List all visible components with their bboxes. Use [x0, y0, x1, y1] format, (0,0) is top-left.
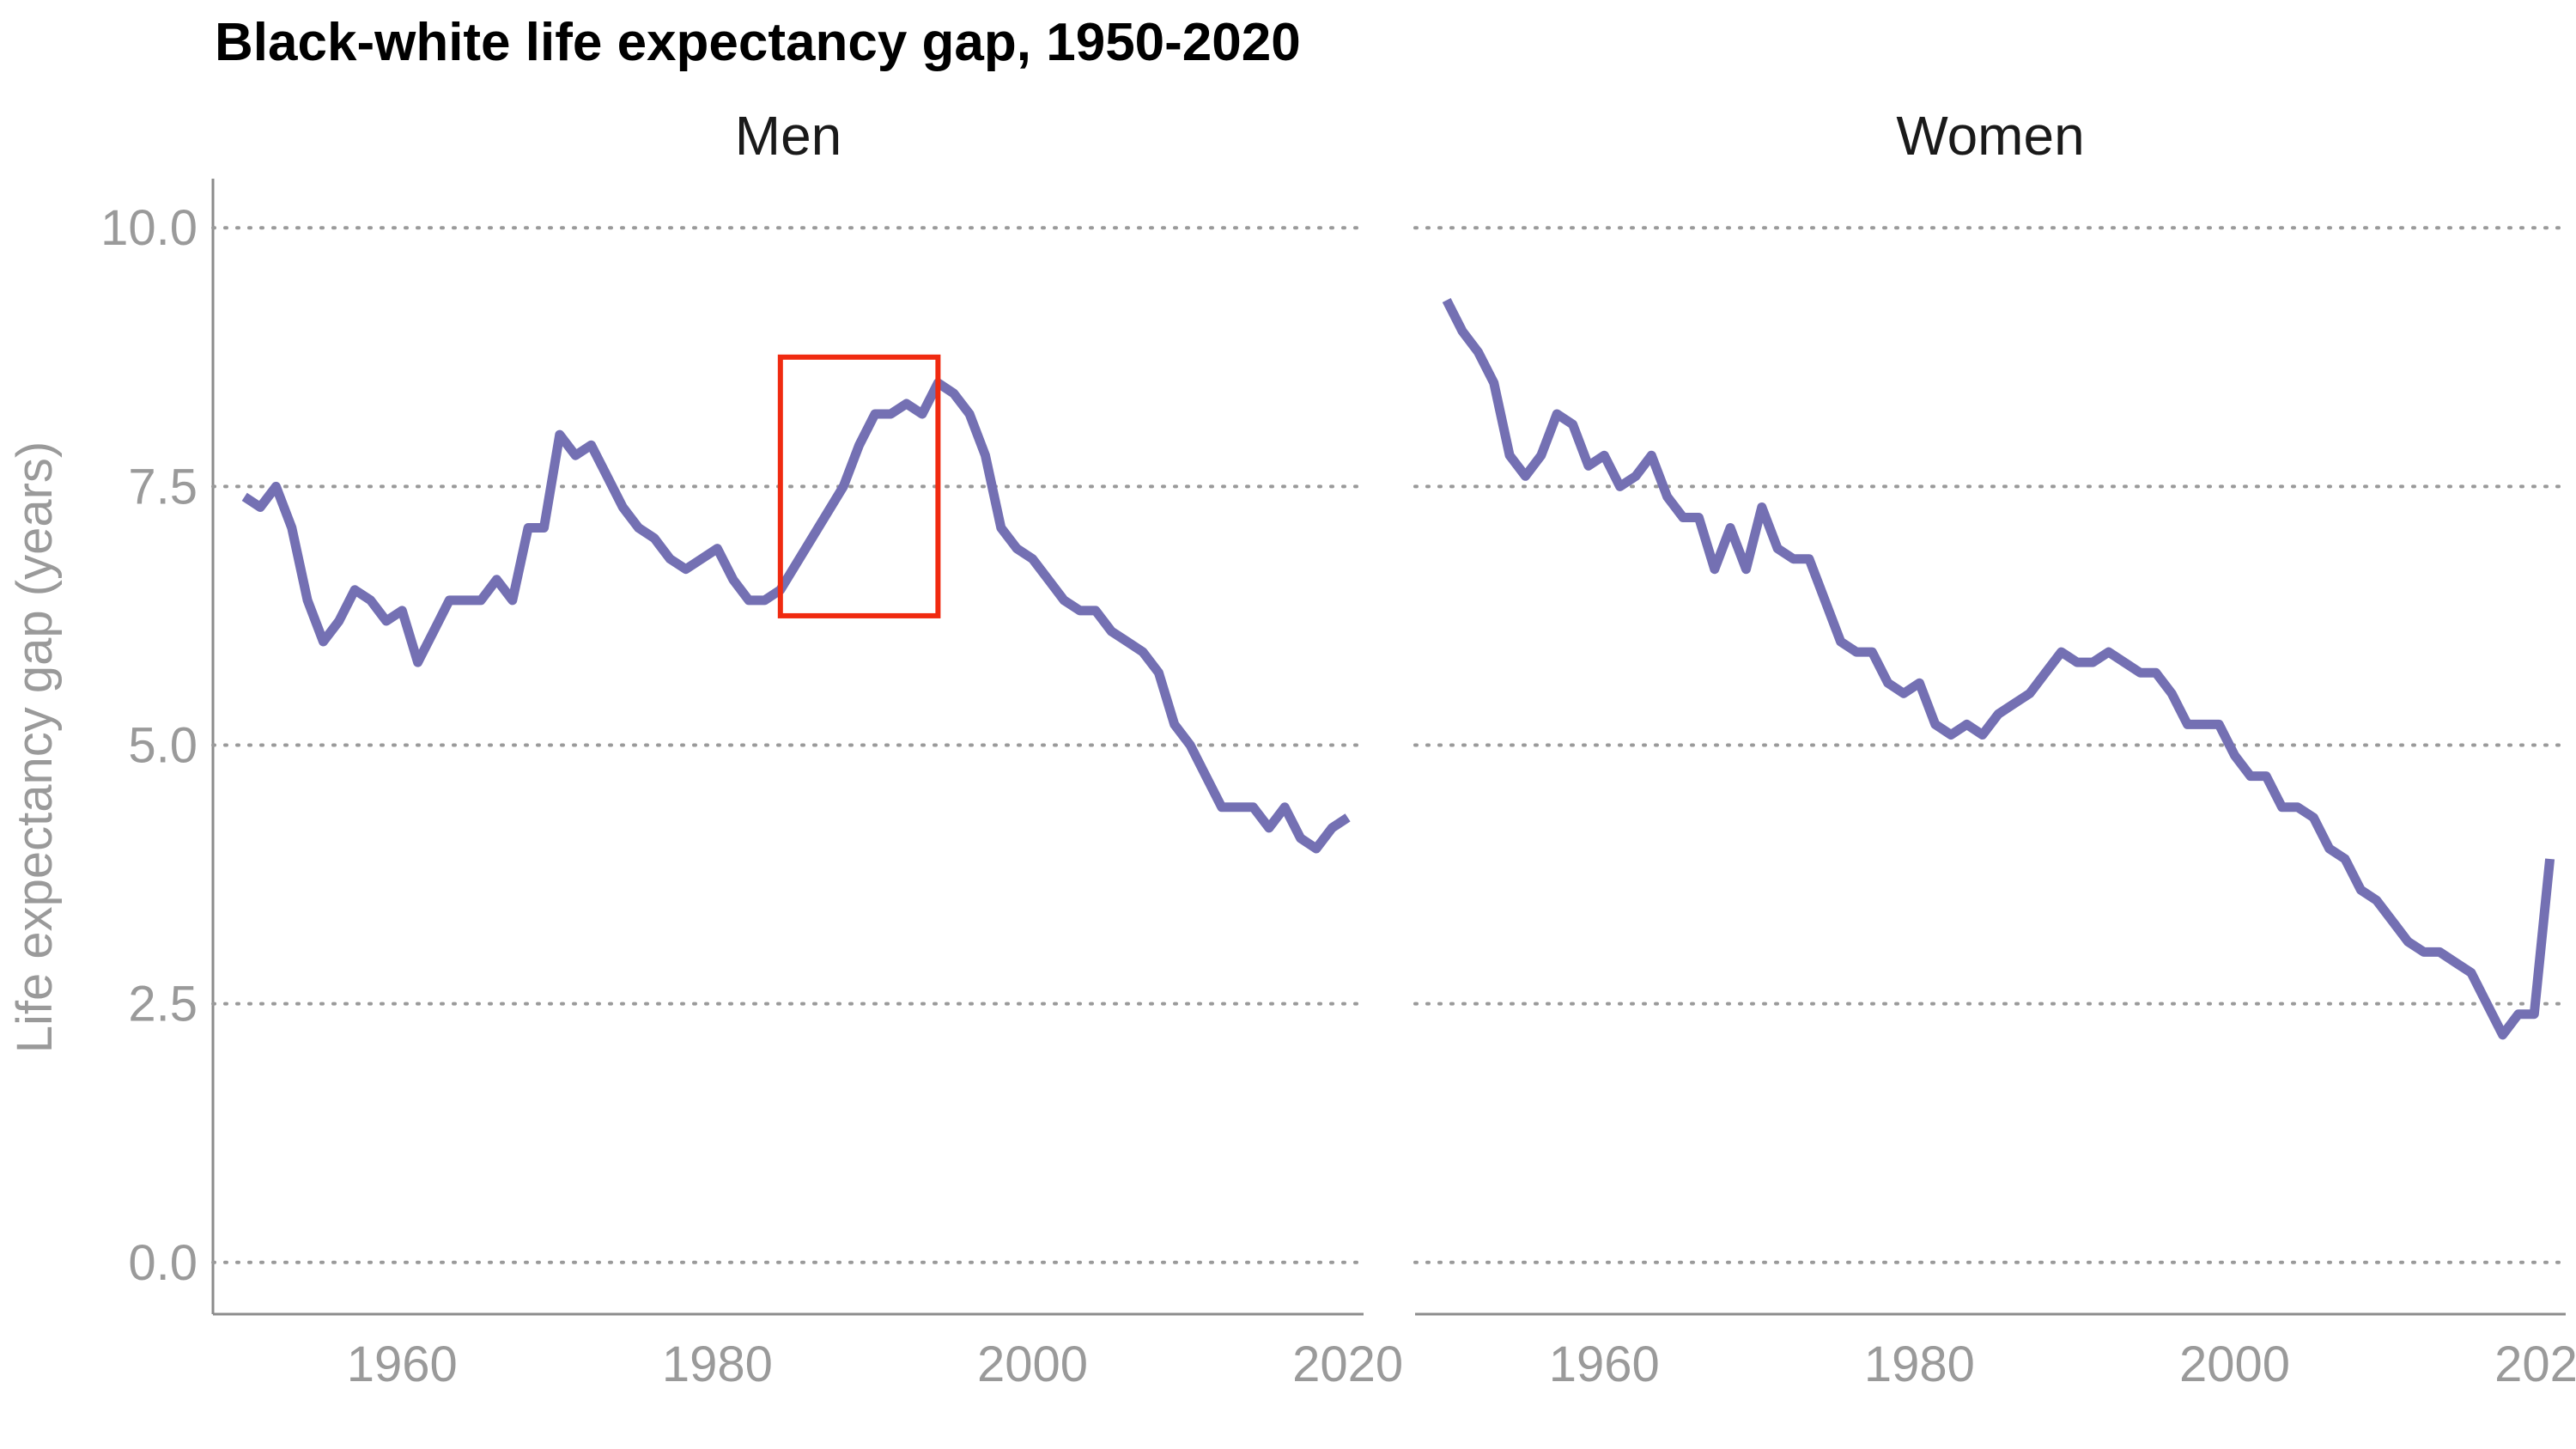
highlight-box	[777, 354, 941, 618]
y-tick-label: 2.5	[128, 977, 197, 1032]
y-tick-label: 0.0	[128, 1235, 197, 1291]
facet-panel-women: Women 1960 1980 2000 2020	[1413, 105, 2576, 1392]
y-axis-title: Life expectancy gap (years)	[7, 441, 63, 1053]
x-tick-label: 2000	[2179, 1336, 2290, 1392]
chart-title: Black-white life expectancy gap, 1950-20…	[215, 13, 1301, 72]
y-tick-label: 5.0	[128, 718, 197, 774]
facet-label: Women	[1896, 105, 2084, 167]
series-line-women	[1442, 298, 2555, 1040]
x-tick-label: 1980	[662, 1336, 773, 1392]
x-tick-label: 1960	[1549, 1336, 1660, 1392]
y-tick-label: 10.0	[100, 200, 197, 256]
x-tick-label: 1980	[1864, 1336, 1975, 1392]
facet-label: Men	[735, 105, 842, 167]
x-tick-label: 2020	[1292, 1336, 1403, 1392]
facet-panel-men: Men 1960 1980 2000 2020	[211, 105, 1403, 1392]
y-tick-label: 7.5	[128, 459, 197, 514]
x-tick-label: 1960	[347, 1336, 458, 1392]
x-tick-label: 2020	[2494, 1336, 2576, 1392]
x-tick-label: 2000	[977, 1336, 1088, 1392]
